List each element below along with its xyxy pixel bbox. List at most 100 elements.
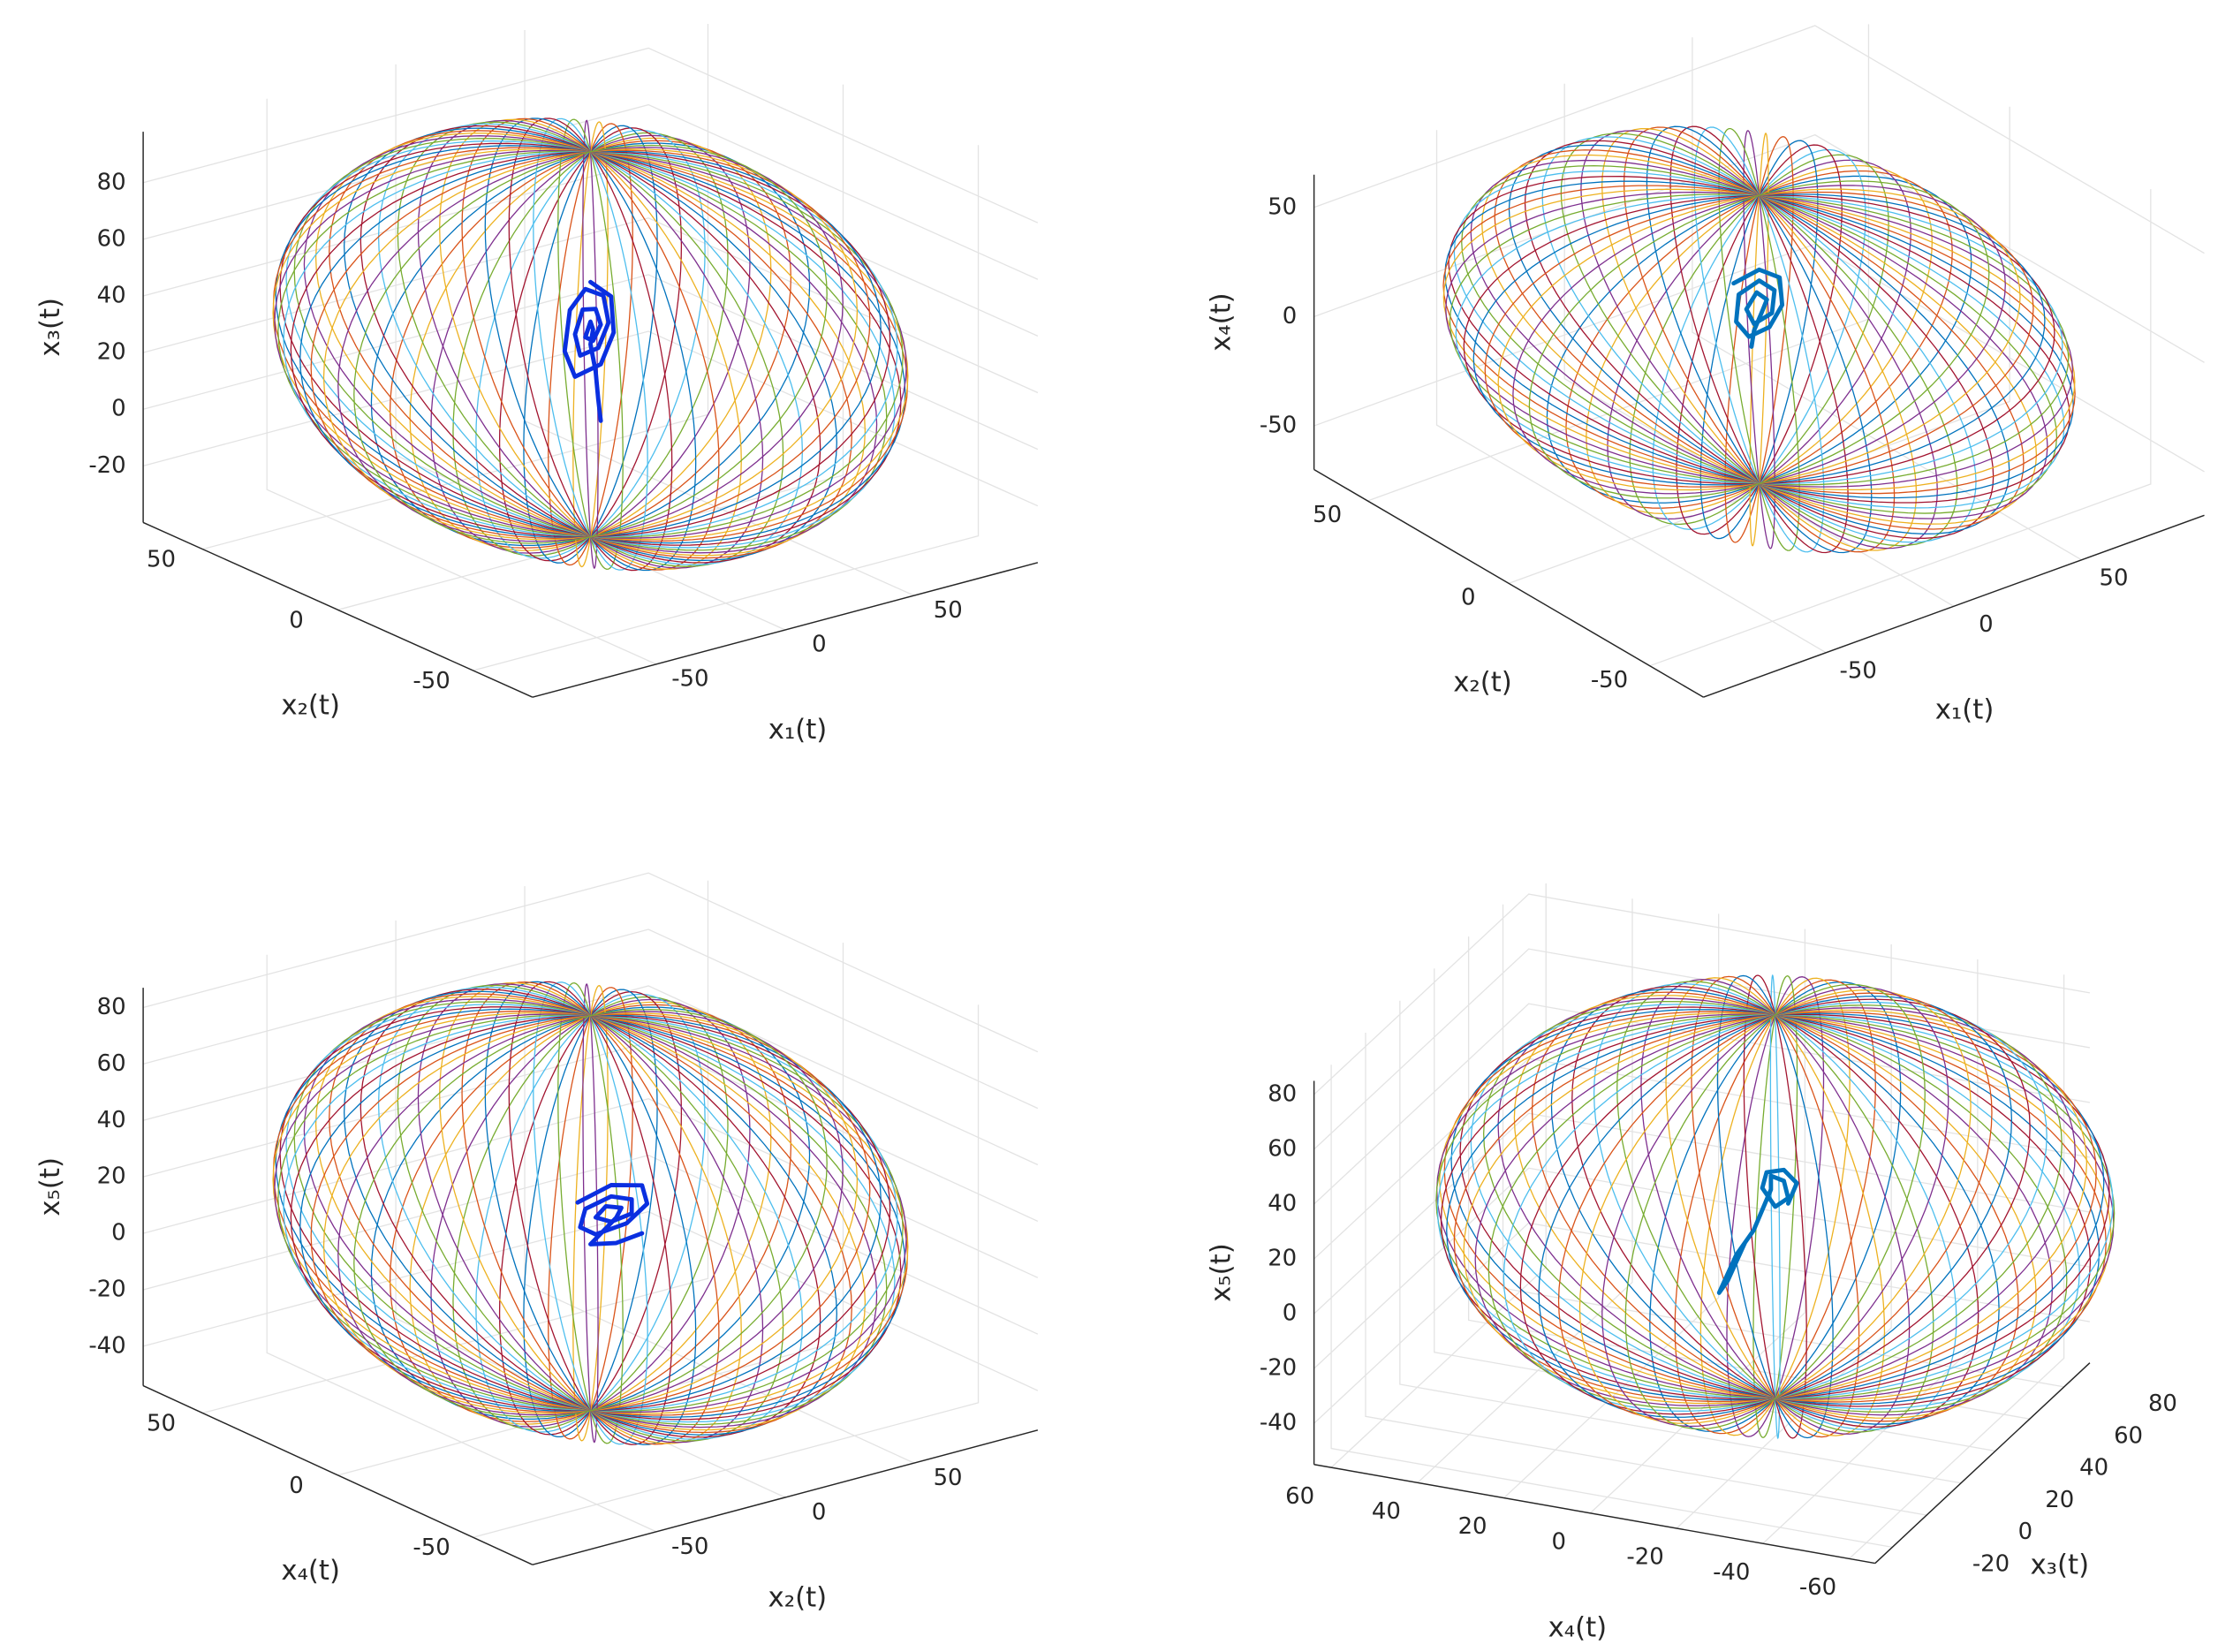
grid-line — [1649, 189, 2152, 667]
y-tick-label: 60 — [1285, 1483, 1314, 1510]
y-tick-label: -40 — [1713, 1559, 1750, 1586]
z-tick-label: 0 — [111, 396, 125, 422]
z-tick-label: 0 — [111, 1220, 125, 1247]
grid-line — [1434, 968, 1996, 1452]
axis-line — [1703, 514, 2205, 698]
axis-line — [142, 521, 534, 698]
y-axis-label: x₂(t) — [281, 690, 340, 722]
z-tick-label: 60 — [1268, 1135, 1297, 1162]
z-tick-label: -20 — [88, 1276, 125, 1302]
x-tick-label: 0 — [1979, 611, 1993, 638]
y-tick-label: 0 — [1552, 1528, 1566, 1555]
grid-line — [1313, 1057, 2091, 1260]
x-tick-label: -50 — [1839, 658, 1876, 685]
grid-line — [142, 103, 1039, 280]
y-tick-label: -20 — [1626, 1544, 1663, 1571]
ellipsoid-meridian — [353, 144, 828, 544]
x-tick-label: 0 — [812, 632, 826, 658]
z-tick-label: 0 — [1283, 1300, 1297, 1327]
y-tick-label: 0 — [289, 607, 303, 633]
x-axis-label: x₁(t) — [1935, 693, 1995, 725]
y-axis-label: x₄(t) — [1548, 1612, 1608, 1644]
subplot: -20020406080-60-40-200204060-40-20020406… — [1205, 883, 2177, 1644]
grid-line — [1563, 83, 1955, 607]
z-axis-label: x₅(t) — [34, 1157, 66, 1216]
subplot: -50 0 50 -50 0 50 -50 0 50 x₁(t) x₂(t) x₄(t) — [1205, 24, 2205, 725]
trajectory — [1716, 1167, 1799, 1295]
z-axis-label: x₃(t) — [34, 298, 66, 357]
x-tick-label: 0 — [2018, 1519, 2032, 1545]
grid-line — [142, 47, 1039, 224]
x-tick-label: 40 — [2079, 1455, 2108, 1481]
y-tick-label: 0 — [1461, 584, 1475, 610]
z-axis-label: x₄(t) — [1205, 292, 1237, 352]
y-tick-label: 50 — [147, 547, 176, 573]
grid-line — [1313, 1167, 2091, 1369]
grid-line — [1365, 1032, 1927, 1516]
grid-line — [1692, 37, 2082, 561]
trajectory — [562, 279, 617, 423]
axis-line — [1313, 1464, 1875, 1565]
grid-line — [1313, 1003, 2091, 1205]
grid-line — [1330, 1065, 1893, 1549]
x-tick-label: 0 — [812, 1499, 826, 1526]
x-tick-label: 50 — [2100, 565, 2129, 592]
z-tick-label: 50 — [1268, 193, 1297, 220]
y-tick-label: -50 — [1591, 667, 1628, 693]
y-tick-label: 40 — [1372, 1498, 1401, 1525]
z-tick-label: 40 — [97, 1107, 126, 1133]
z-tick-label: 60 — [97, 225, 126, 252]
grid-line — [1313, 893, 2091, 1095]
grid-line — [142, 1210, 1039, 1391]
y-axis-label: x₂(t) — [1453, 667, 1512, 699]
z-tick-label: 0 — [1283, 303, 1297, 330]
x-tick-label: -50 — [671, 666, 708, 693]
x-tick-label: 60 — [2114, 1422, 2143, 1449]
x-axis-label: x₁(t) — [768, 714, 828, 746]
z-tick-label: 40 — [1268, 1191, 1297, 1217]
grid-line — [1313, 133, 2205, 363]
grid-line — [1467, 936, 2030, 1420]
z-tick-label: 60 — [97, 1050, 126, 1077]
z-axis-label: x₅(t) — [1205, 1243, 1237, 1302]
axis-line — [532, 1429, 1039, 1565]
y-tick-label: -50 — [413, 668, 450, 694]
x-tick-label: 20 — [2045, 1487, 2074, 1513]
z-tick-label: 80 — [1268, 1080, 1297, 1107]
grid-line — [142, 1098, 1039, 1278]
grid-line — [142, 928, 1039, 1110]
grid-line — [1849, 974, 2065, 1559]
z-tick-label: 40 — [97, 283, 126, 309]
z-tick-label: -40 — [88, 1332, 125, 1359]
axis-line — [142, 1384, 534, 1565]
trajectory — [575, 1183, 650, 1247]
x-axis-label: x₂(t) — [768, 1581, 828, 1613]
z-tick-label: -20 — [1260, 1355, 1297, 1382]
y-axis-label: x₄(t) — [281, 1555, 340, 1587]
y-tick-label: -60 — [1799, 1574, 1836, 1601]
grid-line — [337, 84, 844, 610]
y-tick-label: 20 — [1458, 1513, 1487, 1540]
trajectory — [1731, 267, 1785, 349]
z-tick-label: 20 — [97, 339, 126, 366]
z-tick-label: -40 — [1260, 1410, 1297, 1436]
grid-line — [266, 98, 657, 665]
x-tick-label: -20 — [1972, 1551, 2010, 1578]
ellipsoid-meridian — [1528, 180, 1990, 499]
x-tick-label: -50 — [671, 1534, 708, 1560]
y-tick-label: 0 — [289, 1473, 303, 1499]
subplot: -50 0 50 -50 0 50 -20 0 20 40 60 80 x₁(t) x₂(t) x₃(t) — [34, 23, 1039, 746]
subplot: -50 0 50 -50 0 50 -40 -20 0 20 40 60 80 x₂(t) x₄(t) x₅(… — [34, 872, 1039, 1613]
z-tick-label: 20 — [1268, 1246, 1297, 1272]
x-axis-label: x₃(t) — [2030, 1549, 2089, 1580]
axis-line — [1313, 468, 1704, 698]
grid-line — [1435, 130, 1827, 654]
grid-line — [1676, 943, 1892, 1529]
x-tick-label: 50 — [934, 597, 963, 624]
ellipsoid-meridian — [353, 1008, 828, 1418]
x-tick-label: 50 — [934, 1465, 963, 1491]
y-tick-label: -50 — [413, 1535, 450, 1561]
grid-line — [1313, 948, 2091, 1150]
